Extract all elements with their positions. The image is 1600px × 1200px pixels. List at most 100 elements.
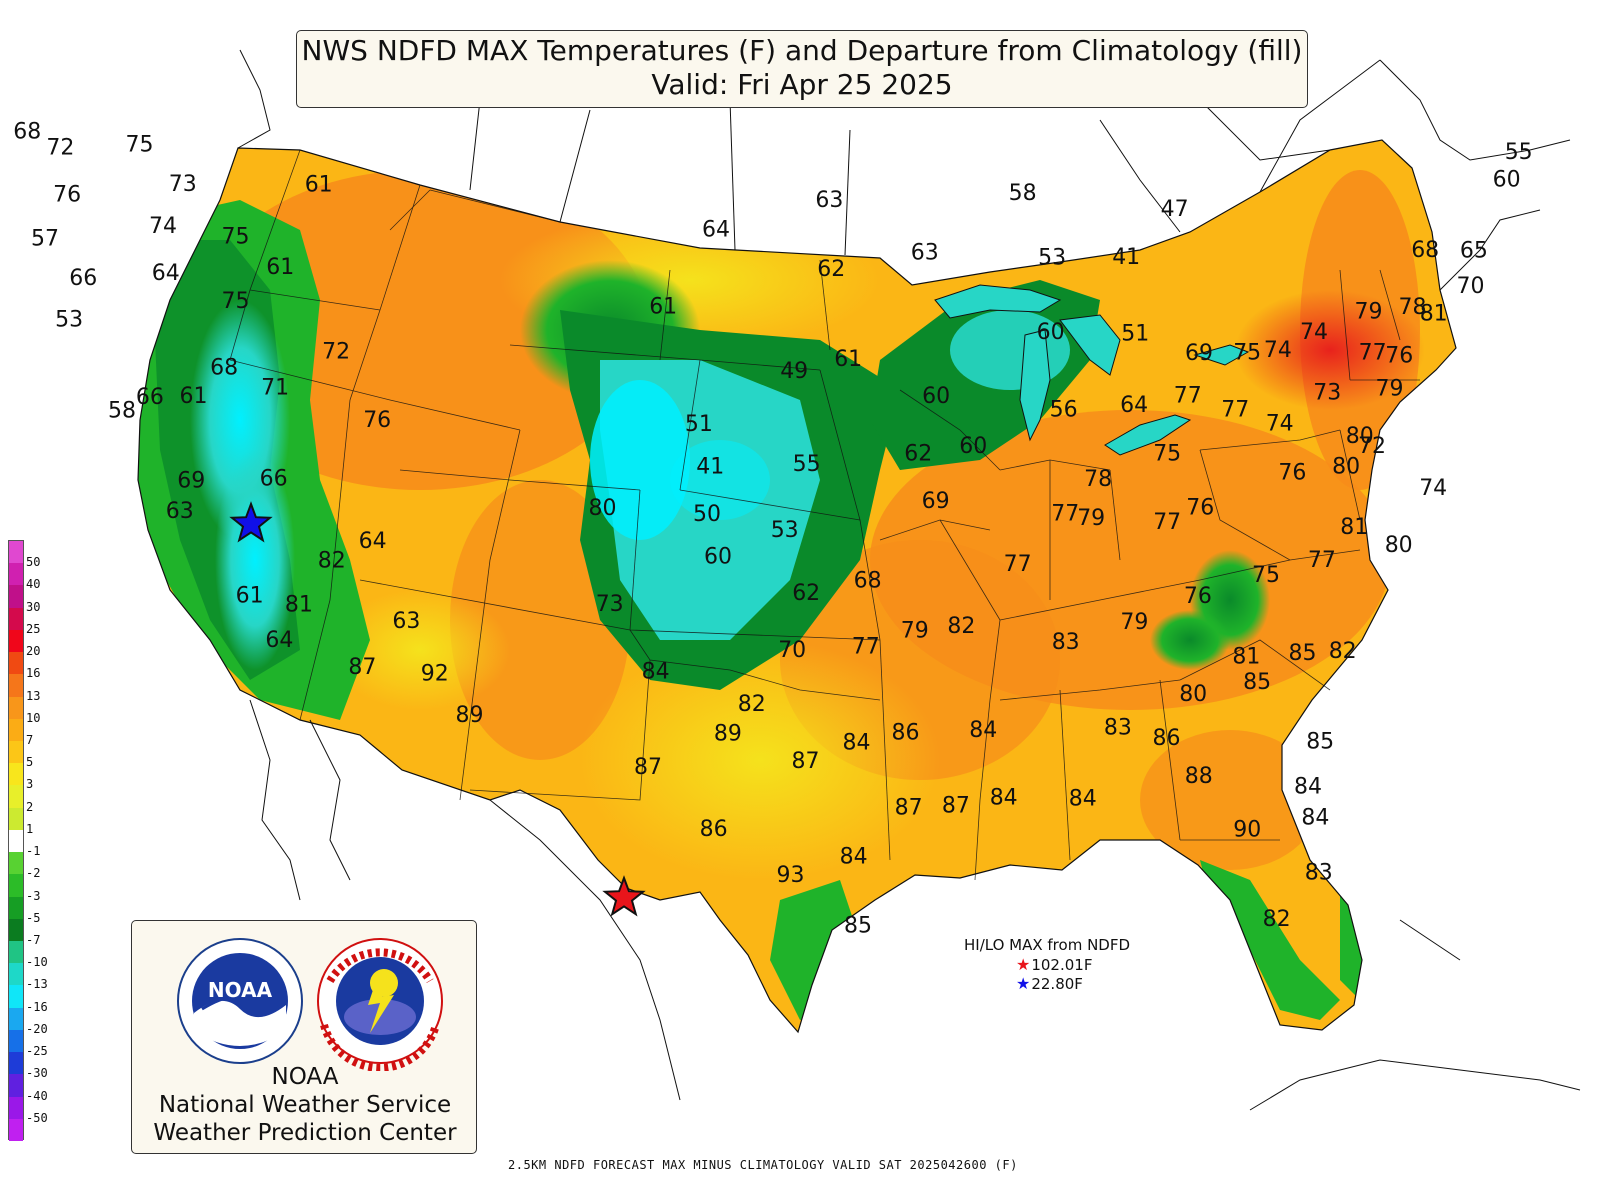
temperature-label: 74 [1264, 338, 1292, 363]
temperature-label: 60 [1493, 168, 1521, 193]
temperature-label: 77 [852, 635, 880, 660]
temperature-label: 61 [649, 294, 677, 319]
temperature-label: 77 [1051, 502, 1079, 527]
legend-label: -16 [26, 999, 48, 1014]
temperature-label: 78 [1084, 467, 1112, 492]
temperature-label: 64 [1120, 393, 1148, 418]
legend-swatch [9, 1052, 23, 1075]
logo-panel: NOAA NOAA National Weather Service Weath… [131, 920, 477, 1154]
temperature-label: 90 [1233, 818, 1261, 843]
hilo-title: HI/LO MAX from NDFD [964, 936, 1131, 954]
legend-swatch [9, 696, 23, 720]
temperature-label: 82 [1263, 907, 1291, 932]
temperature-label: 61 [180, 384, 208, 409]
temperature-label: 76 [1186, 495, 1214, 520]
temperature-label: 51 [1121, 322, 1149, 347]
temperature-label: 93 [777, 863, 805, 888]
temperature-label: 80 [1346, 424, 1374, 449]
temperature-label: 83 [1305, 860, 1333, 885]
temperature-label: 73 [169, 172, 197, 197]
temperature-departure-fill [138, 140, 1456, 1032]
temperature-label: 83 [1104, 715, 1132, 740]
temperature-label: 70 [778, 638, 806, 663]
temperature-label: 69 [1185, 341, 1213, 366]
legend-swatch [9, 1029, 23, 1053]
legend-label: -3 [26, 888, 41, 903]
temperature-label: 62 [817, 257, 845, 282]
org-line-1: NOAA [271, 1064, 339, 1090]
legend-swatch [9, 607, 23, 631]
legend-label: 5 [26, 755, 34, 770]
legend-swatch [9, 1074, 23, 1098]
temperature-label: 53 [771, 518, 799, 543]
legend-swatch [9, 852, 23, 875]
noaa-logo-icon: NOAA [177, 938, 303, 1064]
legend-label: -7 [26, 933, 41, 947]
temperature-label: 84 [969, 718, 997, 743]
temperature-label: 84 [843, 731, 871, 756]
temperature-label: 61 [266, 255, 294, 280]
temperature-label: 75 [1153, 442, 1181, 467]
legend-label: 40 [26, 577, 41, 592]
temperature-label: 77 [1308, 548, 1336, 573]
temperature-label: 85 [1289, 641, 1317, 666]
neighbor-borders [237, 49, 1581, 1111]
temperature-label: 79 [1376, 377, 1404, 402]
legend-label: -13 [26, 977, 48, 992]
org-line-2: National Weather Service [158, 1092, 452, 1118]
temperature-label: 61 [236, 584, 264, 609]
state-borders [229, 149, 1420, 881]
temperature-label: 69 [922, 489, 950, 514]
temperature-label: 79 [1355, 300, 1383, 325]
legend-swatch [9, 985, 23, 1009]
great-lakes [934, 284, 1250, 456]
temperature-label: 77 [1004, 552, 1032, 577]
low-max-star-icon [229, 501, 273, 543]
temperature-label: 82 [1329, 639, 1357, 664]
temperature-label: 64 [359, 529, 387, 554]
temperature-label: 84 [990, 786, 1018, 811]
legend-swatch [9, 896, 23, 920]
temperature-label: 89 [714, 721, 742, 746]
temperature-label: 84 [840, 845, 868, 870]
temperature-label: 81 [1232, 645, 1260, 670]
temperature-label: 77 [1221, 398, 1249, 423]
legend-swatch [9, 963, 23, 986]
temperature-label: 73 [1313, 380, 1341, 405]
temperature-label: 85 [1306, 729, 1334, 754]
legend-label: -50 [26, 1110, 48, 1125]
temperature-label: 47 [1161, 197, 1189, 222]
legend-swatch [9, 1007, 23, 1031]
legend-swatch [9, 1096, 23, 1120]
temperature-label: 84 [642, 660, 670, 685]
legend-swatch [9, 918, 23, 942]
legend-swatch [9, 629, 23, 653]
temperature-label: 41 [1112, 245, 1140, 270]
temperature-label: 75 [126, 132, 154, 157]
temperature-label: 79 [901, 618, 929, 643]
temperature-label: 60 [704, 544, 732, 569]
temperature-label: 77 [1174, 384, 1202, 409]
temperature-label: 64 [265, 628, 293, 653]
legend-label: -2 [26, 866, 41, 881]
temperature-label: 86 [892, 721, 920, 746]
temperature-label: 87 [348, 655, 376, 680]
temperature-label: 61 [305, 172, 333, 197]
temperature-label: 77 [1359, 340, 1387, 365]
temperature-label: 68 [854, 569, 882, 594]
temperature-label: 72 [1358, 434, 1386, 459]
temperature-label: 68 [13, 120, 41, 145]
temperature-label: 60 [959, 434, 987, 459]
legend-label: -30 [26, 1066, 48, 1081]
legend-label: -40 [26, 1088, 48, 1103]
temperature-label: 80 [1179, 682, 1207, 707]
temperature-label: 92 [421, 662, 449, 687]
temperature-label: 74 [149, 214, 177, 239]
temperature-label: 74 [1300, 320, 1328, 345]
temperature-label: 66 [69, 266, 97, 291]
temperature-label: 75 [222, 289, 250, 314]
temperature-label: 86 [700, 817, 728, 842]
temperature-label: 57 [31, 226, 59, 251]
legend-label: -5 [26, 910, 41, 925]
